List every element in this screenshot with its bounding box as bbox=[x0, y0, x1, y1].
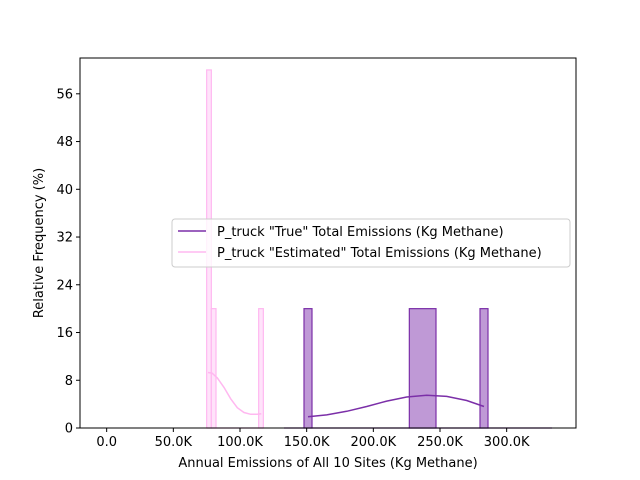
y-tick-label: 8 bbox=[65, 374, 73, 389]
legend: P_truck "True" Total Emissions (Kg Metha… bbox=[171, 218, 571, 268]
y-tick-label: 32 bbox=[56, 231, 73, 246]
x-axis-ticks: 0.0 50.0K 100.0K 150.0K 200.0K 250.0K 300.0K bbox=[96, 428, 530, 450]
histogram-bar-estimated bbox=[210, 308, 217, 429]
x-axis-label: Annual Emissions of All 10 Sites (Kg Met… bbox=[178, 456, 477, 471]
x-tick-label: 250.0K bbox=[417, 435, 463, 450]
y-tick-label: 48 bbox=[56, 135, 73, 150]
histogram-bar-estimated bbox=[258, 308, 264, 429]
histogram-bar-true bbox=[303, 308, 313, 429]
legend-box bbox=[171, 218, 571, 268]
y-tick-label: 16 bbox=[56, 326, 73, 341]
x-tick-label: 100.0K bbox=[217, 435, 263, 450]
x-tick-label: 200.0K bbox=[350, 435, 396, 450]
histogram-bar-true bbox=[408, 308, 437, 429]
legend-label-true: P_truck "True" Total Emissions (Kg Metha… bbox=[217, 225, 504, 240]
histogram-bar-true bbox=[479, 308, 489, 429]
x-tick-label: 50.0K bbox=[155, 435, 193, 450]
y-tick-label: 0 bbox=[65, 422, 73, 437]
x-tick-label: 150.0K bbox=[284, 435, 330, 450]
kde-curve-true bbox=[307, 394, 485, 418]
y-tick-label: 40 bbox=[56, 183, 73, 198]
y-axis-ticks: 0 8 16 24 32 40 48 56 bbox=[56, 87, 80, 437]
y-tick-label: 24 bbox=[56, 278, 73, 293]
y-axis-label: Relative Frequency (%) bbox=[32, 168, 47, 318]
kde-curve-estimated bbox=[207, 371, 262, 416]
legend-label-estimated: P_truck "Estimated" Total Emissions (Kg … bbox=[217, 246, 542, 261]
x-tick-label: 0.0 bbox=[96, 435, 117, 450]
y-tick-label: 56 bbox=[56, 87, 73, 102]
x-tick-label: 300.0K bbox=[484, 435, 530, 450]
axes-frame bbox=[79, 57, 577, 429]
